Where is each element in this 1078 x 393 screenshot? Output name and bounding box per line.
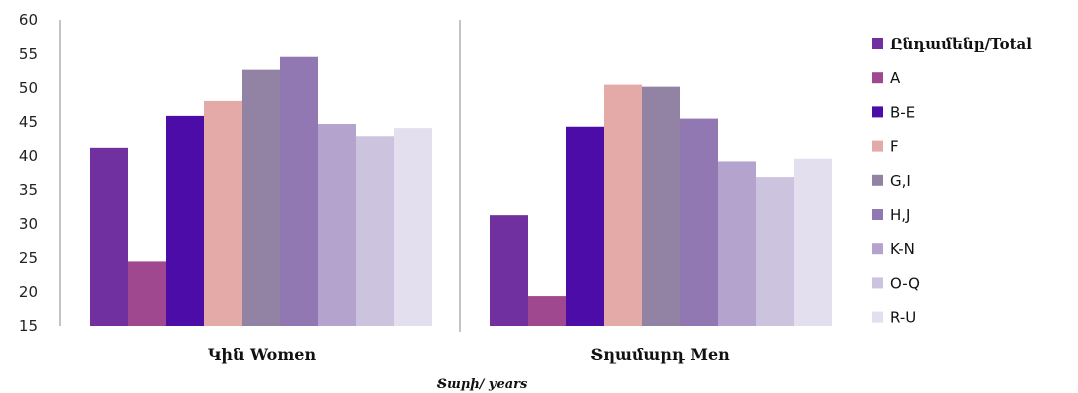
y-tick-label: 60 — [19, 11, 38, 29]
legend-label: F — [890, 138, 899, 156]
legend-swatch — [872, 243, 883, 255]
bar-women-8 — [356, 136, 394, 326]
legend-swatch — [872, 174, 883, 186]
legend-label: O-Q — [890, 274, 920, 292]
category-labels: Կին Women Տղամարդ Men — [208, 345, 730, 364]
legend-swatch — [872, 38, 883, 49]
bar-men-2 — [528, 296, 566, 326]
bar-women-7 — [318, 124, 356, 326]
y-tick-label: 30 — [19, 215, 38, 233]
legend-label: A — [890, 69, 901, 87]
y-tick-label: 45 — [19, 113, 38, 131]
legend-label: K-N — [890, 240, 915, 258]
legend-swatch — [872, 209, 883, 220]
bar-men-1 — [490, 215, 528, 326]
bars — [90, 56, 832, 326]
y-tick-label: 55 — [19, 45, 38, 63]
legend: Ընդամենը/Total A B-E F G,I H,J K-N O-Q R-U — [872, 35, 1032, 327]
y-tick-label: 50 — [19, 79, 38, 97]
bar-women-5 — [242, 69, 280, 326]
y-tick-label: 20 — [19, 283, 38, 301]
bar-women-2 — [128, 261, 166, 326]
legend-swatch — [872, 106, 883, 118]
category-label: Կին Women — [208, 345, 317, 364]
bar-men-9 — [794, 158, 832, 326]
legend-swatch — [872, 277, 883, 289]
y-tick-labels: 15 20 25 30 35 40 45 50 55 60 — [19, 11, 38, 335]
bar-women-1 — [90, 147, 128, 326]
bar-women-9 — [394, 128, 432, 326]
legend-swatch — [872, 311, 883, 323]
category-label: Տղամարդ Men — [590, 345, 730, 364]
bar-men-5 — [642, 86, 680, 326]
legend-swatch — [872, 140, 883, 152]
bar-men-3 — [566, 126, 604, 326]
legend-label: B-E — [890, 103, 915, 121]
bar-men-6 — [680, 118, 718, 326]
bar-women-6 — [280, 56, 318, 326]
legend-label: H,J — [890, 206, 910, 224]
legend-label: Ընդամենը/Total — [890, 35, 1032, 53]
bar-men-4 — [604, 84, 642, 326]
legend-swatch — [872, 72, 883, 84]
y-tick-label: 25 — [19, 249, 38, 267]
x-axis-label: Տարի/ years — [437, 377, 528, 392]
legend-label: G,I — [890, 172, 911, 190]
y-tick-label: 35 — [19, 181, 38, 199]
bar-men-8 — [756, 177, 794, 326]
bar-men-7 — [718, 161, 756, 326]
legend-label: R-U — [890, 309, 916, 327]
y-tick-label: 40 — [19, 147, 38, 165]
bar-women-3 — [166, 115, 204, 326]
y-tick-label: 15 — [19, 317, 38, 335]
bar-women-4 — [204, 100, 242, 326]
